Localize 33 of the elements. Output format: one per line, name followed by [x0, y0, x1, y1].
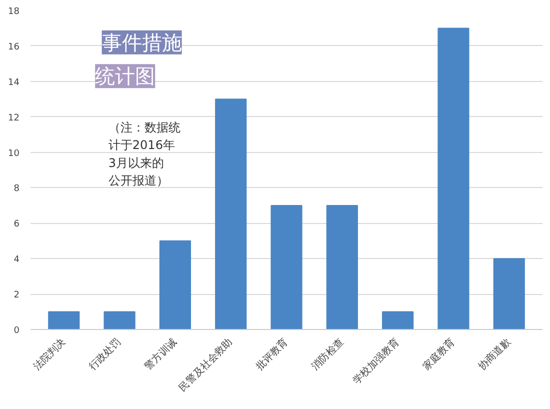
bar [215, 98, 247, 330]
bar [382, 311, 414, 330]
x-tick-label: 批评教育 [254, 336, 290, 373]
y-tick-label: 8 [14, 184, 20, 194]
annotation: 公开报道） [108, 174, 168, 188]
y-tick-label: 12 [8, 113, 20, 124]
bar [326, 204, 358, 330]
y-tick-label: 10 [8, 148, 20, 159]
bar [104, 311, 136, 330]
x-tick-label: 消防检查 [309, 336, 346, 373]
bar [48, 311, 80, 330]
x-tick-label: 协商道歉 [476, 336, 513, 373]
text: 事件措施统计图 [95, 30, 182, 88]
x-tick-label: 学校加强教育 [350, 336, 402, 387]
annotation: 3月以来的 [108, 156, 164, 170]
annotation: （注：数据统 [108, 120, 180, 134]
y-tick-label: 14 [8, 78, 20, 88]
x-tick-label: 法院判决 [31, 336, 68, 373]
y-tick-label: 0 [14, 326, 20, 336]
annotation: 计于2016年 [108, 138, 175, 152]
bar [493, 258, 525, 330]
bar [159, 240, 191, 330]
x-tick-label: 家庭教育 [420, 336, 458, 373]
x-tick-label: 行政处罚 [86, 336, 124, 373]
y-tick-label: 16 [8, 42, 20, 52]
bar [438, 28, 470, 330]
y-tick-label: 6 [14, 220, 20, 230]
y-tick-label: 18 [8, 7, 20, 17]
x-tick-label: 警方训诫 [142, 336, 180, 373]
y-tick-label: 4 [14, 255, 20, 266]
y-tick-label: 2 [14, 290, 20, 301]
bar [270, 204, 302, 330]
x-tick-label: 民警及社会救助 [176, 336, 235, 394]
